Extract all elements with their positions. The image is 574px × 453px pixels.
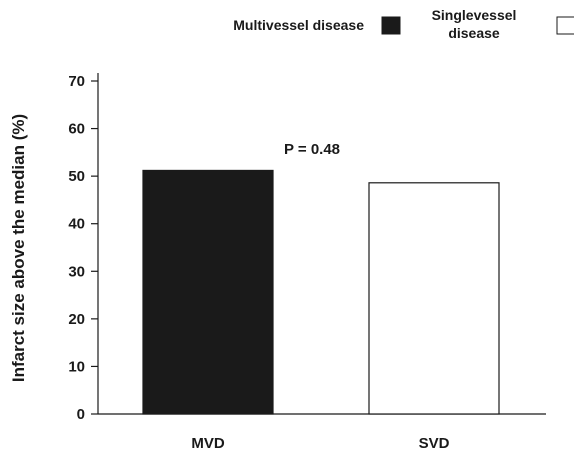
y-tick-label-60: 60 xyxy=(68,121,85,138)
y-tick-label-10: 10 xyxy=(68,358,85,375)
legend-swatch-singlevessel xyxy=(556,16,574,35)
legend-label-singlevessel-line2: disease xyxy=(448,25,500,41)
y-tick-label-30: 30 xyxy=(68,263,85,280)
y-ticks: 0 10 20 30 40 50 60 70 xyxy=(68,73,98,423)
legend-swatch-multivessel xyxy=(381,16,401,35)
bar-mvd xyxy=(142,169,274,415)
x-tick-labels: MVD SVD xyxy=(191,435,449,452)
p-value-annotation: P = 0.48 xyxy=(284,141,340,158)
y-tick-label-50: 50 xyxy=(68,168,85,185)
bar-svd xyxy=(368,182,500,415)
y-tick-label-20: 20 xyxy=(68,311,85,328)
x-tick-label-mvd: MVD xyxy=(191,435,225,452)
x-tick-label-svd: SVD xyxy=(419,435,450,452)
bars xyxy=(142,169,500,415)
y-tick-label-70: 70 xyxy=(68,73,85,90)
legend-label-multivessel: Multivessel disease xyxy=(233,17,364,33)
y-tick-label-0: 0 xyxy=(77,406,85,423)
legend-label-singlevessel-line1: Singlevessel xyxy=(432,7,517,23)
y-axis-title: Infarct size above the median (%) xyxy=(9,114,28,382)
legend: Multivessel disease Singlevessel disease xyxy=(233,7,574,41)
y-tick-label-40: 40 xyxy=(68,216,85,233)
